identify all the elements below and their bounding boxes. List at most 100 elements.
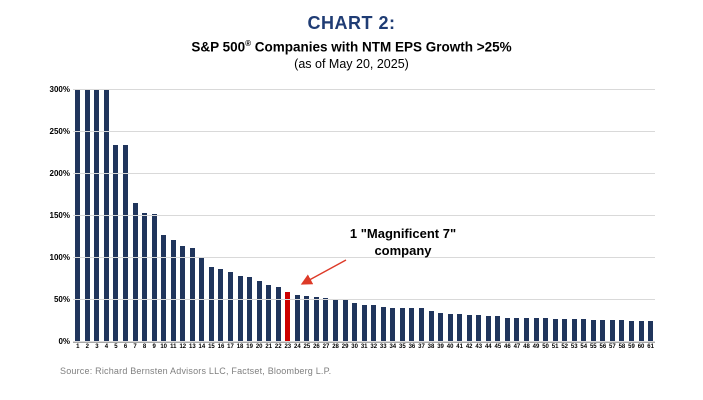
bar bbox=[123, 145, 128, 342]
plot-area bbox=[73, 89, 656, 343]
bar bbox=[189, 247, 195, 342]
bar-slot bbox=[350, 90, 360, 342]
bar-slot bbox=[73, 90, 83, 342]
bar-slot bbox=[484, 90, 494, 342]
bar-slot bbox=[293, 90, 303, 342]
bar-slot bbox=[417, 90, 427, 342]
bar bbox=[256, 280, 262, 342]
bar-slot bbox=[617, 90, 627, 342]
bar bbox=[103, 90, 109, 342]
bar-slot bbox=[121, 90, 131, 342]
gridline bbox=[73, 299, 655, 301]
bar bbox=[638, 321, 644, 342]
bar bbox=[399, 307, 405, 342]
bar-slot bbox=[464, 90, 474, 342]
bar bbox=[275, 286, 281, 342]
bar-slot bbox=[140, 90, 150, 342]
x-tick-label: 44 bbox=[484, 344, 492, 350]
y-tick-label: 150% bbox=[49, 211, 70, 220]
x-tick-label: 51 bbox=[551, 344, 559, 350]
bar-slot bbox=[273, 90, 283, 342]
bar-slot bbox=[92, 90, 102, 342]
x-tick-label: 3 bbox=[95, 344, 99, 350]
bar bbox=[619, 320, 625, 342]
bar-slot bbox=[541, 90, 551, 342]
x-tick-label: 10 bbox=[160, 344, 168, 350]
bar bbox=[94, 90, 100, 342]
bar-slot bbox=[102, 90, 112, 342]
x-tick-label: 16 bbox=[217, 344, 225, 350]
bar-slot bbox=[83, 90, 93, 342]
bar bbox=[648, 321, 654, 342]
bar-slot bbox=[178, 90, 188, 342]
bar bbox=[380, 306, 386, 342]
y-tick-label: 300% bbox=[49, 85, 70, 94]
gridline bbox=[73, 89, 655, 90]
x-tick-label: 37 bbox=[418, 344, 425, 350]
bar-slot bbox=[493, 90, 503, 342]
x-tick-label: 22 bbox=[274, 344, 282, 350]
bar bbox=[609, 320, 615, 342]
x-tick-label: 29 bbox=[341, 344, 349, 350]
bar-slot bbox=[264, 90, 274, 342]
bar bbox=[514, 317, 520, 342]
bar-slot bbox=[207, 90, 217, 342]
x-tick-label: 56 bbox=[599, 344, 607, 350]
bar bbox=[447, 314, 453, 342]
bar bbox=[142, 212, 148, 342]
bar-slot bbox=[188, 90, 198, 342]
subtitle-prefix: S&P 500 bbox=[191, 39, 246, 55]
bar bbox=[533, 318, 539, 342]
bar bbox=[237, 275, 243, 342]
bar bbox=[208, 267, 214, 342]
bar-slot bbox=[235, 90, 245, 342]
bar-slot bbox=[512, 90, 522, 342]
bar-slot bbox=[149, 90, 159, 342]
bar bbox=[495, 315, 501, 342]
bar bbox=[571, 319, 577, 342]
gridline bbox=[73, 131, 655, 132]
bar-slot bbox=[168, 90, 178, 342]
x-tick-label: 1 bbox=[76, 344, 80, 350]
y-tick-label: 100% bbox=[49, 253, 70, 262]
bar-slot bbox=[159, 90, 169, 342]
bar-slot bbox=[474, 90, 484, 342]
bar-slot bbox=[388, 90, 398, 342]
highlighted-bar-magnificent7 bbox=[285, 292, 291, 342]
y-tick-label: 200% bbox=[49, 169, 70, 178]
x-tick-label: 57 bbox=[609, 344, 616, 350]
x-tick-label: 48 bbox=[523, 344, 530, 350]
bar bbox=[562, 319, 568, 342]
bar-slot bbox=[531, 90, 541, 342]
x-tick-label: 27 bbox=[322, 344, 330, 350]
bar bbox=[266, 284, 272, 342]
bar-slot bbox=[216, 90, 226, 342]
bar-slot bbox=[283, 90, 293, 342]
x-tick-label: 53 bbox=[570, 344, 578, 350]
bar bbox=[504, 317, 510, 342]
bar-slot bbox=[646, 90, 656, 342]
bar bbox=[476, 315, 482, 342]
bar-slot bbox=[503, 90, 513, 342]
bar-slot bbox=[111, 90, 121, 342]
bar bbox=[390, 307, 396, 342]
x-tick-label: 54 bbox=[580, 344, 588, 350]
bar-slot bbox=[302, 90, 312, 342]
bar-slot bbox=[636, 90, 646, 342]
bar-slot bbox=[569, 90, 579, 342]
bar-slot bbox=[379, 90, 389, 342]
x-tick-label: 34 bbox=[389, 344, 397, 350]
y-tick-label: 0% bbox=[58, 337, 70, 346]
x-tick-label: 31 bbox=[360, 344, 368, 350]
bar bbox=[132, 203, 138, 342]
x-tick-label: 39 bbox=[437, 344, 444, 350]
bar-slot bbox=[321, 90, 331, 342]
source-text: Source: Richard Bernsten Advisors LLC, F… bbox=[60, 366, 332, 376]
bar bbox=[466, 315, 472, 342]
bar bbox=[304, 295, 310, 342]
x-tick-label: 60 bbox=[637, 344, 645, 350]
x-tick-label: 23 bbox=[284, 344, 292, 350]
x-tick-label: 7 bbox=[133, 344, 137, 350]
bar bbox=[371, 305, 377, 342]
